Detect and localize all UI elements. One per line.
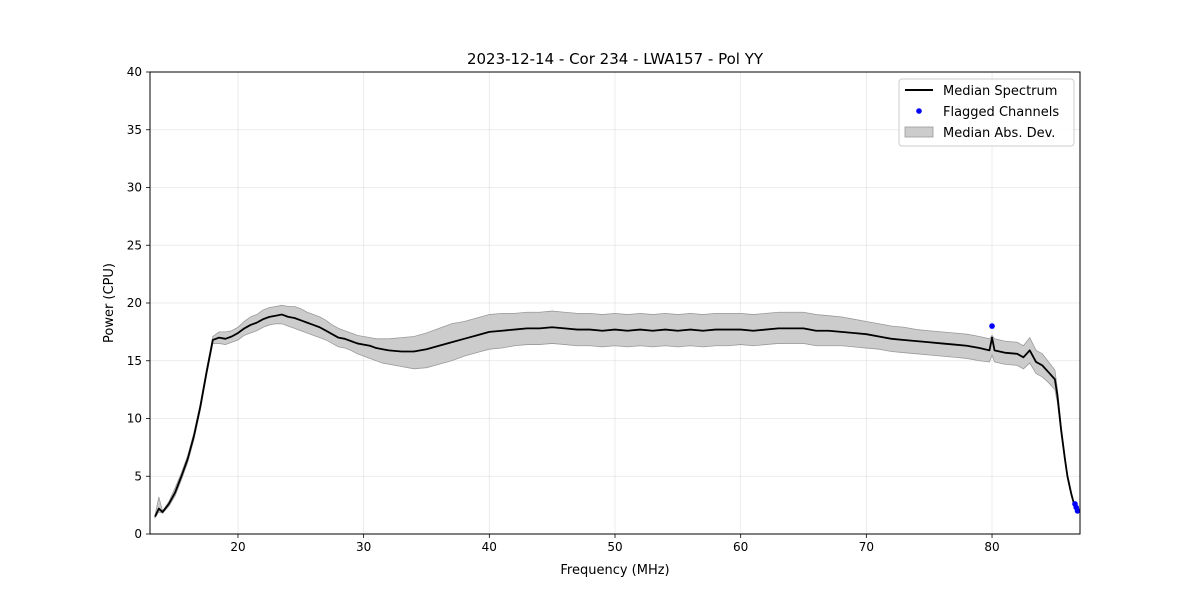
plot-area [154, 304, 1081, 520]
flagged-point [1074, 508, 1081, 514]
flagged-channels [989, 323, 1081, 514]
x-axis-label: Frequency (MHz) [560, 563, 669, 578]
y-tick-label: 35 [127, 123, 142, 137]
legend: Median Spectrum Flagged Channels Median … [898, 78, 1075, 147]
x-tick-label: 30 [356, 540, 371, 554]
legend-mad-swatch [904, 126, 934, 138]
flagged-point [989, 323, 995, 329]
median-spectrum-line [154, 313, 1080, 518]
legend-flagged-swatch [916, 108, 922, 114]
x-tick-label: 40 [482, 540, 497, 554]
x-tick-label: 20 [230, 540, 245, 554]
legend-flagged-label: Flagged Channels [943, 105, 1059, 120]
x-axis-ticks: 20 30 40 50 60 70 80 [230, 534, 1000, 554]
y-tick-label: 25 [127, 238, 142, 252]
legend-frame [898, 78, 1075, 147]
y-tick-label: 0 [134, 527, 142, 541]
x-tick-label: 70 [859, 540, 874, 554]
y-tick-label: 40 [127, 65, 142, 79]
x-tick-label: 50 [607, 540, 622, 554]
y-tick-label: 10 [127, 412, 142, 426]
chart-title: 2023-12-14 - Cor 234 - LWA157 - Pol YY [467, 50, 764, 68]
y-tick-label: 15 [127, 354, 142, 368]
y-axis-ticks: 0 5 10 15 20 25 30 35 40 [127, 65, 150, 541]
y-tick-label: 20 [127, 296, 142, 310]
legend-mad-label: Median Abs. Dev. [943, 126, 1055, 141]
y-tick-label: 5 [134, 469, 142, 483]
x-tick-label: 80 [984, 540, 999, 554]
y-axis-label: Power (CPU) [102, 263, 117, 343]
y-tick-label: 30 [127, 181, 142, 195]
x-tick-label: 60 [733, 540, 748, 554]
legend-median-label: Median Spectrum [943, 84, 1057, 99]
